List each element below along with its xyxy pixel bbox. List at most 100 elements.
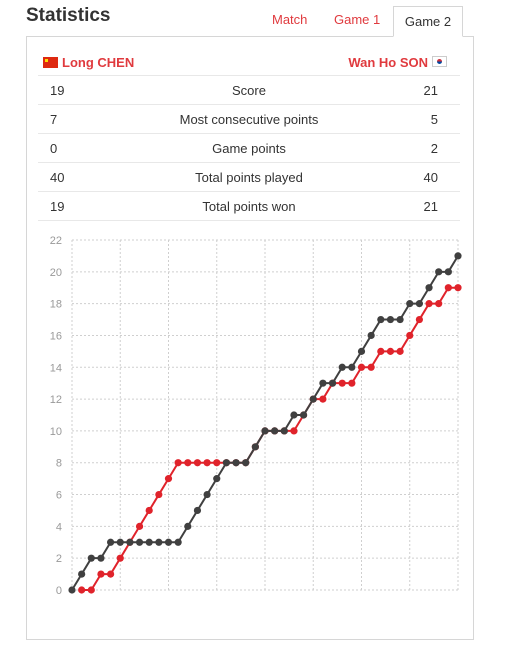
- data-point: [251, 443, 259, 451]
- data-point: [78, 570, 86, 578]
- data-point: [242, 459, 250, 467]
- tab-match[interactable]: Match: [272, 12, 308, 27]
- data-point: [444, 268, 452, 276]
- stat-left-value: 0: [50, 141, 58, 156]
- data-point: [454, 252, 462, 260]
- data-point: [97, 554, 105, 562]
- data-point: [135, 538, 144, 546]
- stat-label: Total points played: [195, 170, 303, 185]
- y-tick-label: 16: [50, 330, 62, 342]
- data-point: [406, 300, 414, 308]
- page-title: Statistics: [26, 5, 111, 26]
- data-point: [164, 538, 173, 546]
- data-point: [290, 427, 298, 435]
- stat-label: Total points won: [202, 199, 296, 214]
- data-point: [348, 379, 356, 387]
- tab-game-1[interactable]: Game 1: [334, 12, 381, 27]
- data-point: [145, 538, 153, 546]
- data-point: [348, 363, 356, 371]
- data-point: [203, 490, 211, 499]
- y-tick-label: 10: [50, 426, 62, 438]
- y-tick-label: 20: [50, 267, 62, 279]
- data-point: [425, 300, 433, 308]
- data-point: [116, 538, 124, 546]
- player-left-name: Long CHEN: [62, 55, 135, 70]
- data-point: [232, 459, 240, 467]
- data-point: [261, 427, 269, 435]
- y-tick-label: 8: [56, 458, 62, 470]
- data-point: [222, 459, 230, 467]
- data-point: [213, 475, 221, 483]
- data-point: [126, 538, 134, 546]
- data-point: [164, 475, 173, 483]
- data-point: [338, 379, 346, 387]
- data-point: [444, 284, 452, 292]
- header-divider: [38, 75, 460, 76]
- data-point: [271, 427, 279, 435]
- data-point: [309, 395, 317, 403]
- data-point: [357, 347, 366, 355]
- stat-label: Score: [232, 83, 266, 98]
- stat-row-game-points: 0 Game points 2: [38, 134, 460, 163]
- data-point: [174, 459, 182, 467]
- data-point: [87, 586, 95, 594]
- data-point: [357, 363, 366, 371]
- data-point: [386, 347, 395, 355]
- y-tick-label: 0: [56, 585, 62, 597]
- data-point: [435, 268, 443, 276]
- data-point: [328, 379, 337, 387]
- data-point: [107, 538, 115, 546]
- data-point: [406, 331, 414, 340]
- data-point: [377, 315, 385, 324]
- stat-row-points-won: 19 Total points won 21: [38, 192, 460, 221]
- data-point: [145, 506, 153, 515]
- y-tick-label: 2: [56, 553, 62, 565]
- stat-row-points-played: 40 Total points played 40: [38, 163, 460, 192]
- data-point: [367, 363, 375, 371]
- stat-right-value: 21: [423, 199, 438, 214]
- data-point: [155, 490, 163, 499]
- y-tick-label: 4: [56, 521, 62, 533]
- stat-label: Game points: [212, 141, 286, 156]
- data-point: [193, 506, 202, 515]
- data-point: [87, 554, 95, 562]
- y-tick-label: 18: [50, 299, 62, 311]
- data-point: [396, 315, 404, 324]
- data-point: [396, 347, 404, 355]
- stat-right-value: 40: [423, 170, 438, 185]
- data-point: [193, 459, 202, 467]
- statistics-panel: [26, 36, 474, 640]
- stat-left-value: 7: [50, 112, 58, 127]
- data-point: [213, 459, 221, 467]
- china-flag-icon: [43, 57, 58, 68]
- tab-game-2[interactable]: Game 2: [393, 6, 463, 37]
- player-right-name: Wan Ho SON: [348, 55, 428, 70]
- y-tick-label: 22: [50, 235, 62, 247]
- data-point: [435, 300, 443, 308]
- data-point: [116, 554, 124, 562]
- data-point: [290, 411, 298, 419]
- data-point: [415, 315, 423, 324]
- stat-left-value: 19: [50, 199, 65, 214]
- data-point: [377, 347, 385, 355]
- data-point: [300, 411, 308, 419]
- stat-label: Most consecutive points: [179, 112, 319, 127]
- data-point: [184, 459, 192, 467]
- stat-right-value: 2: [430, 141, 438, 156]
- data-point: [155, 538, 163, 546]
- data-point: [319, 395, 327, 403]
- data-point: [386, 315, 395, 324]
- y-tick-label: 14: [50, 362, 62, 374]
- data-point: [97, 570, 105, 578]
- data-point: [78, 586, 86, 594]
- data-point: [135, 522, 144, 530]
- stat-left-value: 19: [50, 83, 65, 98]
- stat-row-consecutive: 7 Most consecutive points 5: [38, 105, 460, 134]
- data-point: [415, 300, 423, 308]
- data-point: [107, 570, 115, 578]
- data-point: [319, 379, 327, 387]
- data-point: [68, 586, 76, 594]
- stat-right-value: 21: [423, 83, 438, 98]
- data-point: [367, 331, 375, 340]
